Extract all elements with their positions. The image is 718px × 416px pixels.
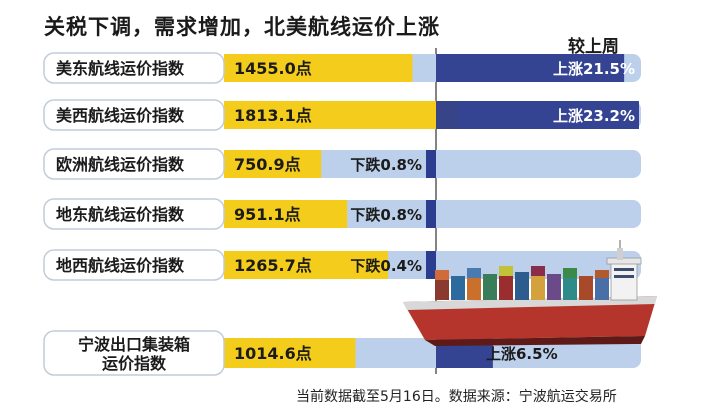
category-label: 欧洲航线运价指数 <box>56 155 185 174</box>
index-value-label: 951.1点 <box>234 205 301 224</box>
source-footnote: 当前数据截至5月16日。数据来源：宁波航运交易所 <box>296 389 617 405</box>
index-bar <box>224 150 322 178</box>
index-bar <box>224 338 356 368</box>
category-label: 美东航线运价指数 <box>56 59 185 78</box>
bar-row: 美东航线运价指数 1455.0点 上涨21.5% <box>43 52 641 84</box>
category-label: 地西航线运价指数 <box>56 256 185 275</box>
chart-title: 关税下调，需求增加，北美航线运价上涨 <box>44 15 440 39</box>
category-label: 美西航线运价指数 <box>56 106 185 125</box>
change-value-label: 上涨6.5% <box>486 345 558 363</box>
index-bar <box>224 101 459 129</box>
category-label: 宁波出口集装箱 <box>78 335 190 354</box>
change-value-label: 上涨23.2% <box>553 107 635 125</box>
category-label-box <box>43 52 225 84</box>
change-value-label: 下跌0.4% <box>350 257 422 275</box>
index-bar <box>224 251 388 279</box>
category-label-box <box>43 99 225 131</box>
bar-row: 地东航线运价指数 951.1点 下跌0.8% <box>43 198 641 230</box>
category-label-box <box>43 148 225 180</box>
change-bar <box>436 101 639 129</box>
index-value-label: 1265.7点 <box>234 256 312 275</box>
category-label: 运价指数 <box>102 354 167 373</box>
index-bar <box>224 54 413 82</box>
bar-row: 美西航线运价指数 1813.1点 上涨23.2% <box>43 99 641 131</box>
bar-row: 欧洲航线运价指数 750.9点 下跌0.8% <box>43 148 641 180</box>
compare-header: 较上周 <box>568 37 619 57</box>
change-bar <box>426 200 436 228</box>
change-bar <box>426 251 436 279</box>
category-label: 地东航线运价指数 <box>56 205 185 224</box>
index-value-label: 1813.1点 <box>234 106 312 125</box>
category-label-box <box>43 198 225 230</box>
change-bar <box>436 54 625 82</box>
index-value-label: 750.9点 <box>234 155 301 174</box>
change-value-label: 上涨21.5% <box>553 60 635 78</box>
change-value-label: 下跌0.8% <box>350 206 422 224</box>
category-label-box <box>43 249 225 281</box>
change-value-label: 下跌0.8% <box>350 156 422 174</box>
index-value-label: 1455.0点 <box>234 59 312 78</box>
category-label-box <box>43 330 225 376</box>
change-bar <box>426 150 436 178</box>
index-value-label: 1014.6点 <box>234 344 312 363</box>
container-ship-image <box>403 240 657 346</box>
index-bar <box>224 200 348 228</box>
